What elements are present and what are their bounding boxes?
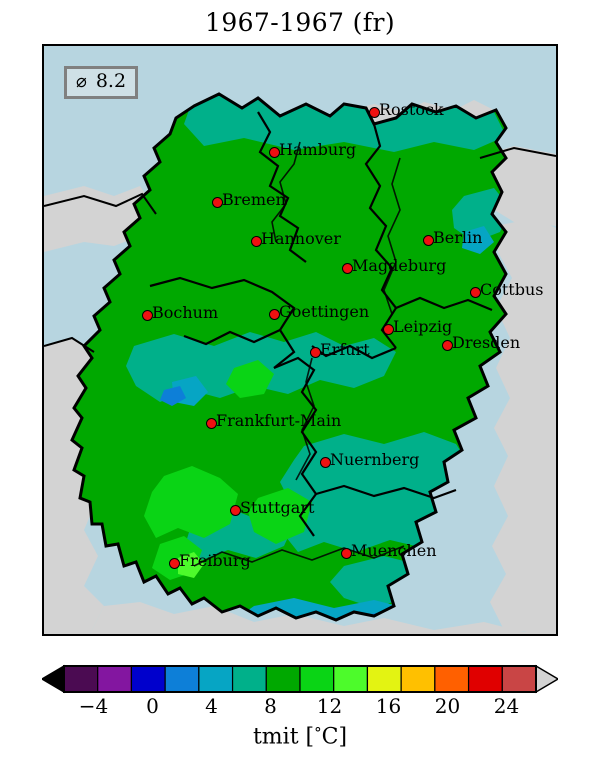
colorbar-segment (198, 665, 234, 693)
city-dot-icon (383, 324, 394, 335)
city-dot-icon (269, 147, 280, 158)
city-dot-icon (310, 347, 321, 358)
city-label: Bremen (222, 190, 286, 209)
city-dot-icon (142, 310, 153, 321)
city-dot-icon (320, 457, 331, 468)
city-dot-icon (206, 418, 217, 429)
colorbar-segment (97, 665, 133, 693)
city-label: Rostock (379, 100, 444, 119)
city-label: Hannover (261, 229, 341, 248)
city-label: Freiburg (179, 551, 251, 570)
city-label: Erfurt (320, 340, 370, 359)
colorbar-segment (434, 665, 470, 693)
colorbar-segment (231, 665, 267, 693)
colorbar-segment (501, 665, 537, 693)
colorbar-tick: 24 (493, 694, 520, 718)
city-label: Cottbus (480, 280, 544, 299)
city-dot-icon (470, 287, 481, 298)
map-panel: ⌀ 8.2 Rostock Hamburg Bremen Hannover Berlin M… (42, 44, 558, 636)
city-label: Muenchen (351, 541, 437, 560)
city-dot-icon (442, 340, 453, 351)
city-dot-icon (251, 236, 262, 247)
city-dot-icon (369, 107, 380, 118)
page-title: 1967-1967 (fr) (205, 8, 395, 37)
colorbar-tick: 20 (434, 694, 461, 718)
colorbar-swatches[interactable] (42, 662, 558, 702)
colorbar-segment (265, 665, 301, 693)
city-label: Nuernberg (330, 450, 420, 469)
city-label: Berlin (433, 228, 483, 247)
colorbar-axis-label: tmit [°C] (252, 724, 348, 750)
map-canvas (44, 46, 556, 634)
colorbar-over-arrow (535, 664, 558, 694)
average-value: 8.2 (95, 70, 127, 92)
rivers (193, 141, 405, 567)
colorbar-segment (400, 665, 436, 693)
germany-outline (70, 92, 508, 622)
colorbar-segment (164, 665, 200, 693)
coastline (44, 146, 556, 353)
colorbar-under-arrow (42, 664, 65, 694)
colorbar-frame (63, 665, 537, 693)
city-label: Frankfurt-Main (216, 411, 342, 430)
city-dot-icon (342, 263, 353, 274)
average-symbol: ⌀ (76, 71, 87, 92)
city-dot-icon (169, 558, 180, 569)
city-dot-icon (269, 309, 280, 320)
city-dot-icon (423, 235, 434, 246)
city-label: Dresden (452, 333, 521, 352)
city-dot-icon (341, 548, 352, 559)
colorbar-tick: −4 (78, 694, 109, 718)
colorbar-segment (130, 665, 166, 693)
colorbar-segment (333, 665, 369, 693)
city-label: Stuttgart (240, 498, 315, 517)
city-label: Goettingen (279, 302, 370, 321)
city-label: Bochum (152, 303, 219, 322)
colorbar-segment (299, 665, 335, 693)
city-label: Hamburg (279, 140, 357, 159)
domain-average-box: ⌀ 8.2 (64, 66, 139, 99)
city-dot-icon (212, 197, 223, 208)
colorbar-tick: 4 (205, 694, 218, 718)
colorbar-tick: 16 (375, 694, 402, 718)
colorbar-tick: 8 (264, 694, 277, 718)
colorbar-segment (467, 665, 503, 693)
colorbar-segment (366, 665, 402, 693)
colorbar-tick: 12 (316, 694, 343, 718)
city-label: Leipzig (393, 317, 453, 336)
city-label: Magdeburg (352, 256, 447, 275)
colorbar-segment (63, 665, 99, 693)
colorbar-tick-labels: −4 0 4 8 12 16 20 24 (0, 694, 600, 722)
colorbar[interactable] (42, 662, 558, 702)
colorbar-tick: 0 (146, 694, 159, 718)
city-dot-icon (230, 505, 241, 516)
